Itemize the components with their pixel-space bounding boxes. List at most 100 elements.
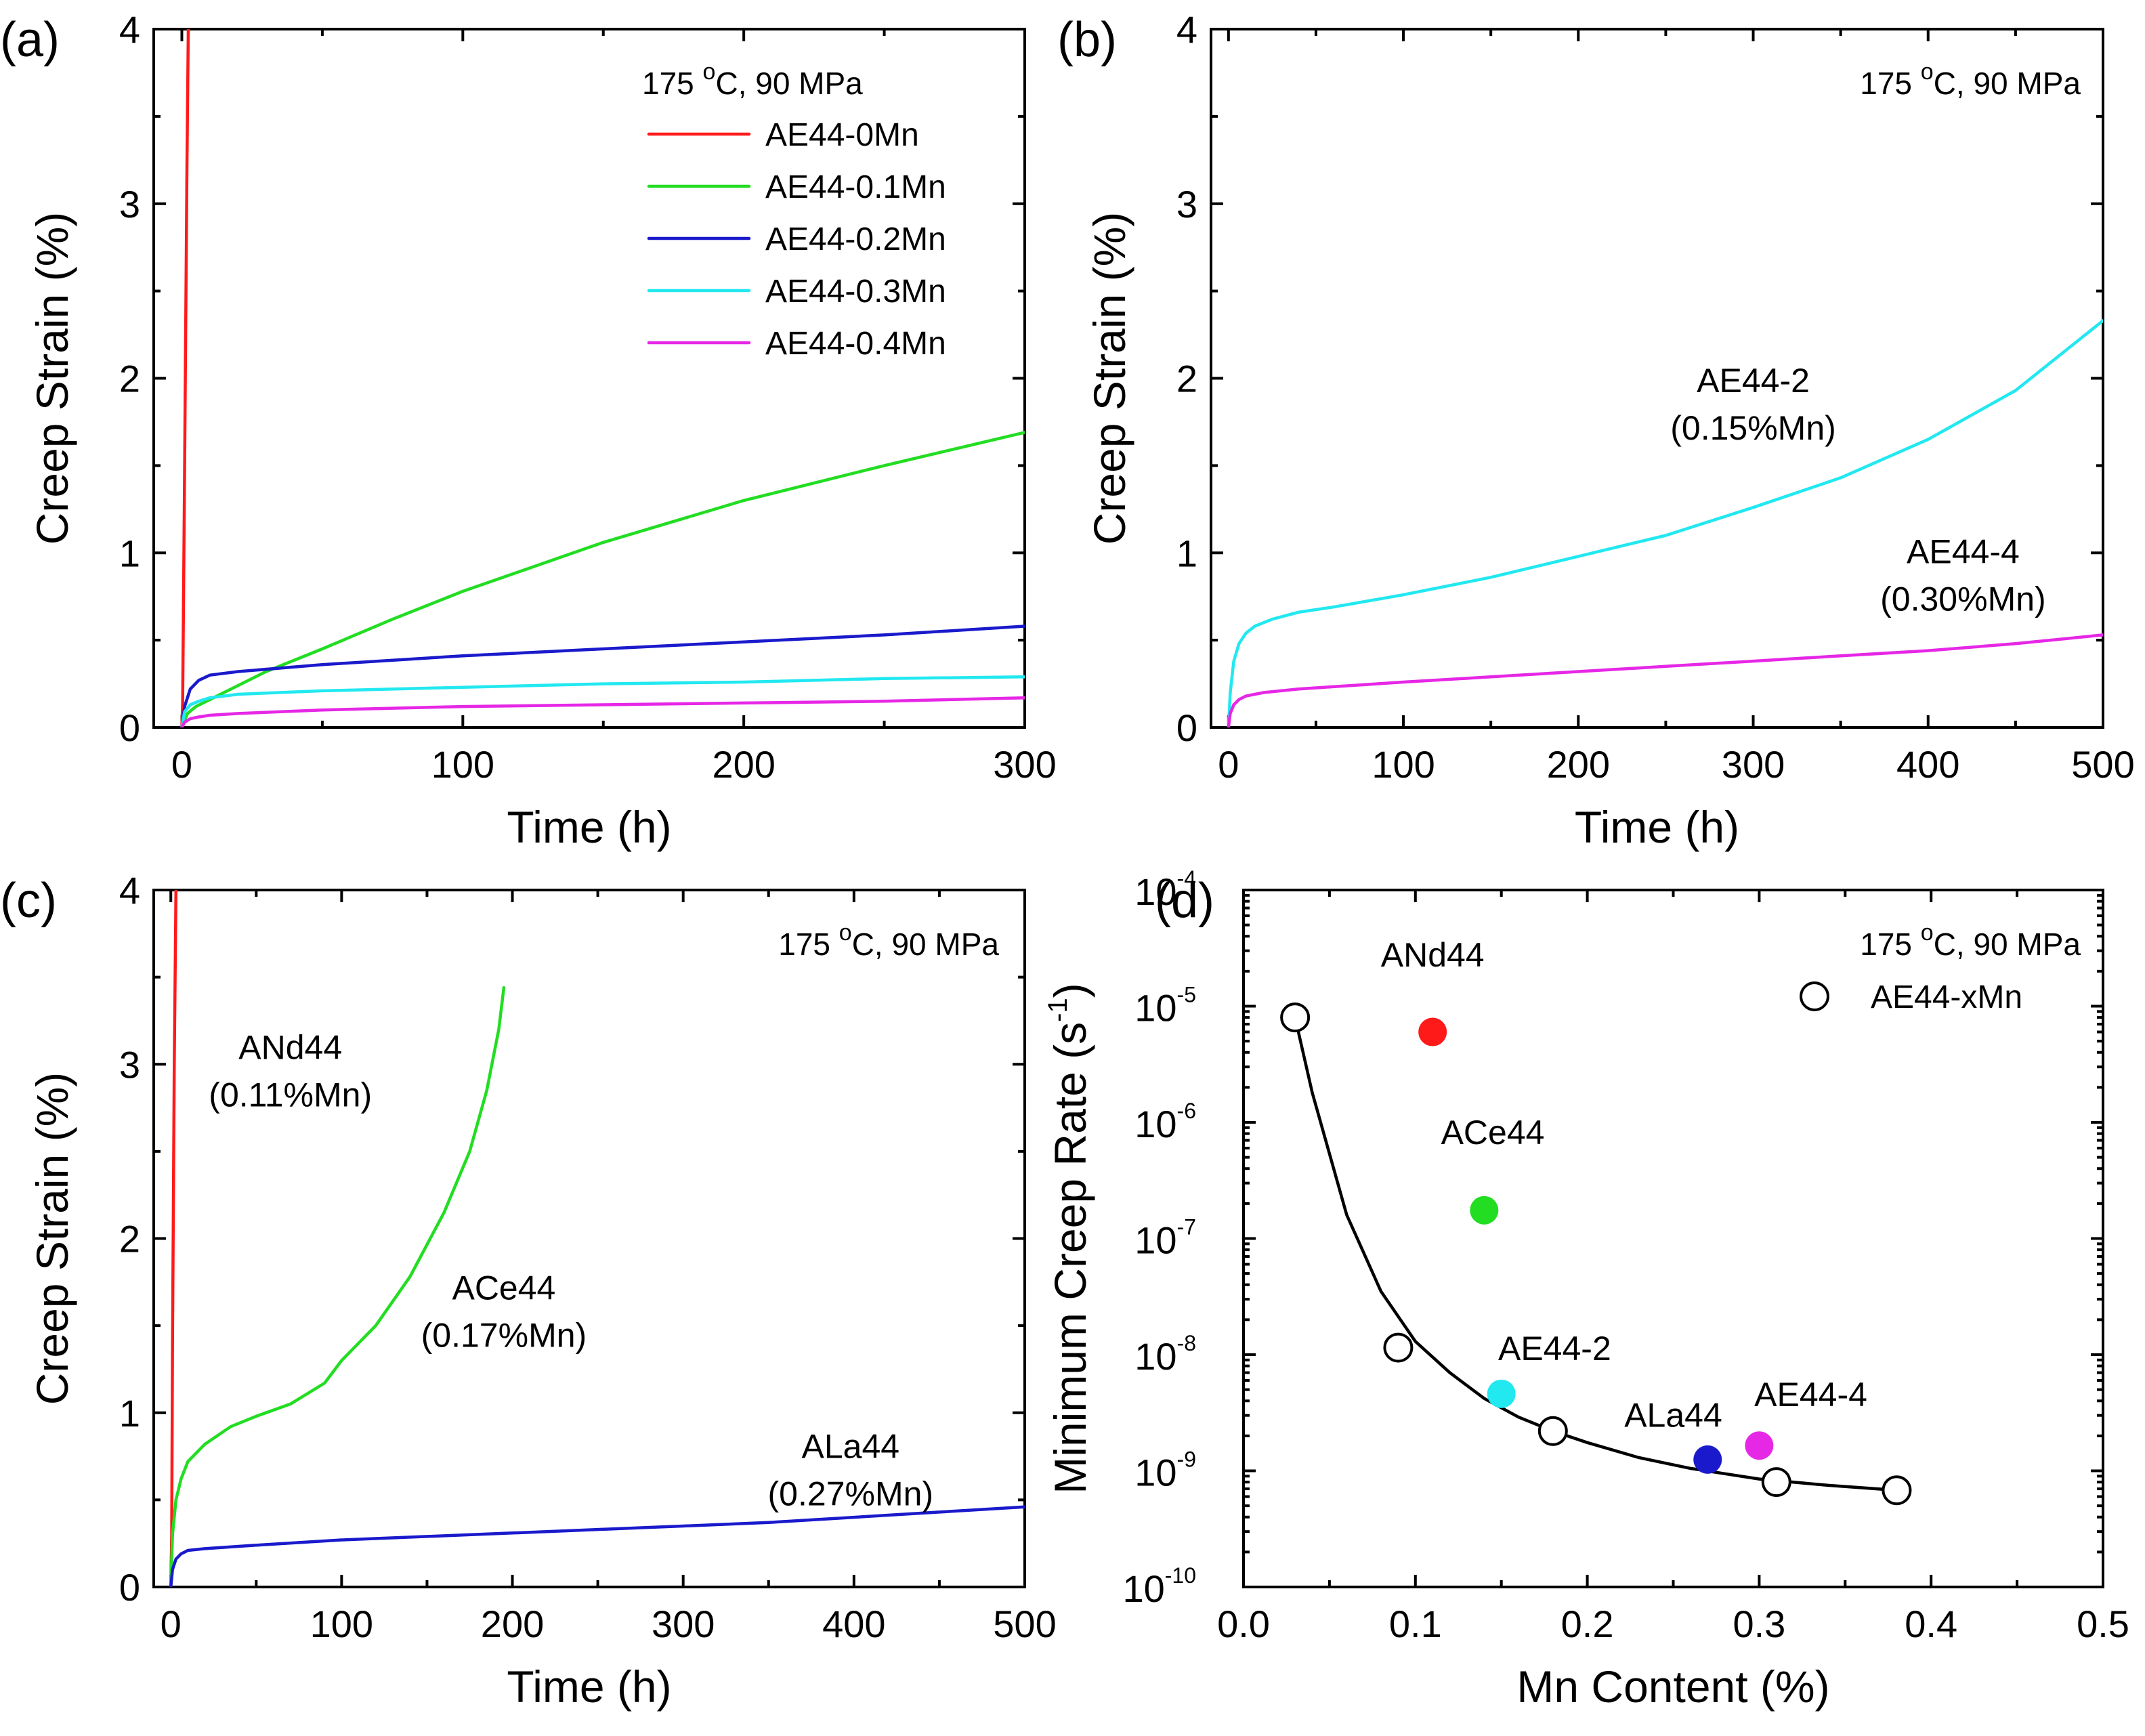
- annotation-c-1-0: ACe44: [452, 1269, 555, 1307]
- y-tick-label-d-5-sup: -5: [1177, 983, 1196, 1007]
- panel-label-a: (a): [0, 13, 60, 67]
- x-tick-label-b: 500: [2071, 743, 2134, 786]
- legend-label-ae44-0-4mn: AE44-0.4Mn: [765, 326, 946, 362]
- x-tick-label-d-4: 0.4: [1905, 1603, 1957, 1645]
- y-tick-label-c: 4: [119, 869, 140, 912]
- y-tick-label-d-1-sup: -9: [1177, 1447, 1196, 1472]
- series-line-ae44-0-3mn: [180, 675, 1025, 727]
- y-tick-label-b: 4: [1176, 8, 1197, 51]
- filled-point-ala44: [1693, 1445, 1722, 1474]
- x-axis-label-b: Time (h): [1575, 802, 1739, 852]
- condition-label-d-sup: o: [1921, 920, 1934, 946]
- x-axis-label-c: Time (h): [507, 1661, 671, 1712]
- y-tick-label-c: 2: [119, 1218, 140, 1261]
- panel-label-d: (d): [1155, 874, 1214, 928]
- fit-curve: [1293, 1017, 1897, 1492]
- x-tick-label-a: 200: [712, 743, 775, 786]
- x-tick-label-a: 100: [431, 743, 494, 786]
- annotation-b-0-0: AE44-2: [1697, 362, 1810, 400]
- series-line-ace44: [169, 986, 506, 1587]
- y-tick-label-d-1-base: 10: [1134, 1452, 1176, 1494]
- condition-label-b-rest: C, 90 MPa: [1934, 66, 2081, 101]
- y-axis-label-d: Minimum Creep Rate (s-1): [1043, 983, 1095, 1494]
- condition-label-a-base: 175: [642, 66, 703, 101]
- annotation-b-1-0: AE44-4: [1907, 533, 2020, 571]
- y-axis-label-d-space: [1045, 1059, 1095, 1072]
- x-tick-label-c: 200: [481, 1603, 544, 1645]
- y-axis-label-c: Creep Strain (%): [27, 1072, 77, 1405]
- y-tick-label-b: 1: [1176, 532, 1197, 574]
- x-tick-label-c: 400: [822, 1603, 885, 1645]
- y-axis-label-d-main: Minimum Creep Rate: [1045, 1072, 1095, 1494]
- y-tick-label-d-5-base: 10: [1134, 987, 1176, 1030]
- legend-label-ae44-xmn: AE44-xMn: [1871, 979, 2022, 1015]
- series-line-ala44: [169, 1505, 1025, 1587]
- condition-label-c-sup: o: [839, 920, 852, 946]
- plot-frame-b: [1210, 28, 2104, 729]
- y-tick-label-d-0-base: 10: [1122, 1567, 1164, 1610]
- series-line-and44: [169, 890, 178, 1587]
- x-tick-label-b: 0: [1218, 743, 1239, 786]
- x-tick-label-d-3: 0.3: [1733, 1603, 1785, 1645]
- y-axis-label-b: Creep Strain (%): [1084, 212, 1134, 545]
- y-tick-label-d-3-sup: -7: [1177, 1215, 1196, 1240]
- open-point-ae44-xmn: [1383, 1332, 1414, 1363]
- annotation-c-0-0: ANd44: [238, 1029, 342, 1067]
- annotation-d-ala44: ALa44: [1624, 1396, 1722, 1434]
- y-tick-label-d-6: 10-4: [1134, 866, 1196, 913]
- x-tick-label-b: 200: [1547, 743, 1610, 786]
- x-tick-label-d-2: 0.2: [1561, 1603, 1614, 1645]
- y-axis-label-d-unit-sup: -1: [1043, 998, 1073, 1022]
- legend-label-ae44-0-2mn: AE44-0.2Mn: [765, 221, 946, 257]
- y-tick-label-d-6-sup: -4: [1177, 866, 1196, 891]
- condition-label-a: 175 oC, 90 MPa: [642, 59, 863, 101]
- condition-label-d: 175 oC, 90 MPa: [1860, 920, 2081, 962]
- series-group-c: [169, 890, 1025, 1587]
- y-tick-label-a: 4: [119, 8, 140, 51]
- filled-point-and44: [1418, 1017, 1447, 1046]
- y-tick-label-d-4: 10-6: [1134, 1099, 1196, 1145]
- y-tick-label-b: 0: [1176, 706, 1197, 749]
- condition-label-b-base: 175: [1860, 66, 1921, 101]
- condition-label-b: 175 oC, 90 MPa: [1860, 59, 2081, 101]
- y-tick-label-d-6-base: 10: [1134, 870, 1176, 913]
- y-tick-label-a: 0: [119, 706, 140, 749]
- condition-label-a-rest: C, 90 MPa: [715, 66, 863, 101]
- panel-c: 0 1 2 3 4 0 100 200 300 400 500 Time (h) Creep Strai…: [0, 869, 1057, 1712]
- annotation-c-1-1: (0.17%Mn): [421, 1317, 587, 1355]
- annotation-d-ace44: ACe44: [1441, 1114, 1545, 1151]
- y-tick-label-d-1: 10-9: [1134, 1447, 1196, 1494]
- series-line-ae44-0mn: [180, 29, 190, 727]
- panel-label-c: (c): [0, 874, 57, 928]
- y-tick-label-c: 3: [119, 1043, 140, 1086]
- condition-label-d-base: 175: [1860, 927, 1921, 962]
- condition-label-b-sup: o: [1921, 59, 1934, 85]
- y-tick-label-d-2: 10-8: [1134, 1331, 1196, 1378]
- x-tick-label-d-0: 0.0: [1217, 1603, 1270, 1645]
- x-tick-label-c: 500: [993, 1603, 1056, 1645]
- x-tick-label-d-5: 0.5: [2077, 1603, 2129, 1645]
- open-point-ae44-xmn: [1280, 1002, 1311, 1033]
- filled-point-ae44-2: [1487, 1379, 1516, 1408]
- y-tick-label-d-2-sup: -8: [1177, 1331, 1196, 1355]
- condition-label-d-rest: C, 90 MPa: [1934, 927, 2081, 962]
- annotation-d-ae44-2: AE44-2: [1498, 1330, 1611, 1368]
- y-tick-label-b: 3: [1176, 183, 1197, 226]
- panel-b: 0 1 2 3 4 0 100 200 300 400 500 Time (h) Creep Strai…: [1057, 8, 2135, 852]
- x-tick-label-c: 100: [310, 1603, 373, 1645]
- y-tick-label-c: 1: [119, 1392, 140, 1435]
- y-tick-label-d-3-base: 10: [1134, 1219, 1176, 1262]
- y-tick-label-d-4-base: 10: [1134, 1103, 1176, 1145]
- y-axis-label-d-unit-close: ): [1045, 983, 1095, 998]
- series-line-ae44-0-2mn: [180, 624, 1025, 727]
- legend-marker-open-circle: [1800, 981, 1829, 1011]
- annotation-d-ae44-4: AE44-4: [1754, 1376, 1867, 1414]
- condition-label-c-base: 175: [778, 927, 839, 962]
- filled-point-ace44: [1470, 1195, 1499, 1225]
- open-point-ae44-xmn: [1537, 1416, 1568, 1446]
- series-group-b: [1227, 319, 2103, 727]
- panel-label-b: (b): [1057, 13, 1117, 67]
- legend-label-ae44-0mn: AE44-0Mn: [765, 117, 919, 153]
- annotation-c-2-1: (0.27%Mn): [768, 1475, 934, 1513]
